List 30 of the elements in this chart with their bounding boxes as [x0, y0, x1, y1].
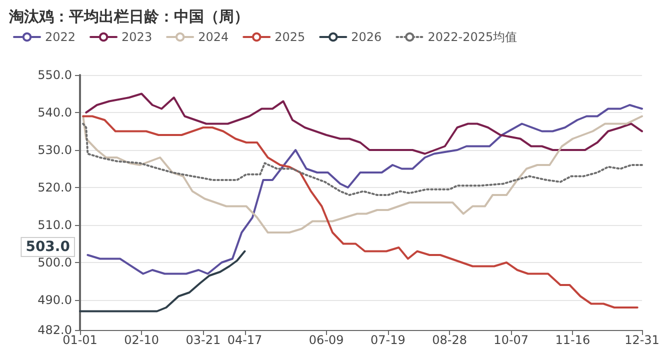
line-series	[86, 104, 643, 275]
line-series	[82, 115, 643, 234]
text: 503.0	[26, 239, 70, 255]
chart-title: 淘汰鸡：平均出栏日龄：中国（周）	[8, 8, 249, 26]
y-tick-label: 530.0	[38, 143, 72, 157]
y-tick-label: 500.0	[38, 256, 72, 270]
line-series	[79, 250, 246, 312]
x-tick-label: 03-21	[186, 333, 221, 347]
x-tick-label: 01-01	[62, 333, 98, 347]
legend-label: 2026	[351, 30, 382, 44]
line-series	[82, 115, 638, 308]
y-tick-label: 540.0	[38, 106, 72, 120]
x-tick-label: 02-10	[124, 333, 160, 347]
legend-label: 2022-2025均值	[428, 30, 518, 44]
x-tick-label: 11-16	[555, 333, 590, 347]
x-tick-label: 08-28	[432, 333, 467, 347]
x-tick-label: 06-09	[308, 333, 344, 347]
line-series	[85, 92, 643, 155]
x-tick-label: 12-31	[624, 333, 660, 347]
y-tick-label: 520.0	[38, 180, 72, 194]
y-tick-label: 490.0	[38, 293, 72, 307]
x-tick-label: 04-17	[227, 333, 262, 347]
legend-label: 2025	[274, 30, 306, 44]
y-tick-label: 550.0	[38, 68, 72, 82]
x-tick-label: 07-19	[370, 333, 406, 347]
legend-label: 2022	[45, 30, 76, 44]
legend-label: 2023	[122, 30, 152, 44]
y-tick-label: 510.0	[38, 218, 72, 232]
legend-label: 2024	[198, 30, 229, 44]
x-tick-label: 10-07	[494, 333, 529, 347]
